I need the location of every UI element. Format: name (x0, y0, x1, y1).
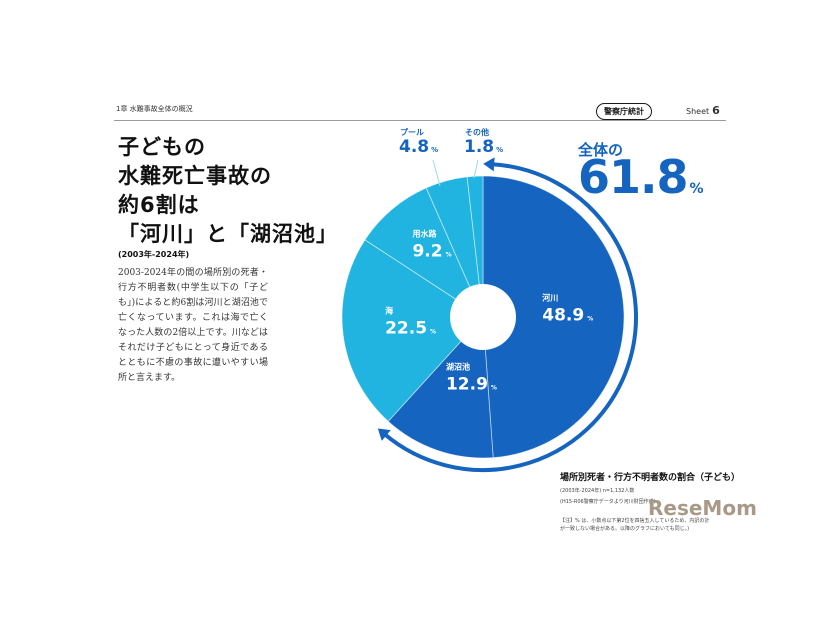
pie-slice-5 (466, 175, 484, 318)
highlight-arrow-head (483, 157, 495, 172)
slice-value-pool-unit: % (431, 146, 439, 154)
slice-value-other: 1.8% (464, 137, 503, 157)
slice-label-3: 用水路 (411, 228, 437, 238)
sheet-text: Sheet (686, 107, 710, 116)
sheet-number: 6 (712, 104, 720, 117)
chapter-label: 1章 水難事故全体の概況 (116, 105, 193, 113)
header-rule (114, 120, 726, 121)
caption-source: (H15-R06警察庁データより河川財団作成) (560, 499, 656, 505)
source-badge: 警察庁統計 (596, 103, 652, 120)
slice-value-0: 48.9% (542, 305, 593, 325)
pie-slice-2 (341, 239, 484, 422)
pie-slice-0 (482, 175, 625, 459)
chart-caption: 場所別死者・行方不明者数の割合（子ども） (2003年-2024年) n=1,1… (560, 470, 740, 533)
slice-label-0: 河川 (542, 292, 558, 302)
caption-period: (2003年-2024年) n=1,132人数 (560, 488, 635, 494)
headline: 子どもの 水難死亡事故の 約6割は 「河川」と「湖沼池」 (118, 135, 338, 246)
slice-label-2: 海 (385, 306, 393, 316)
slice-value-1: 12.9% (446, 375, 497, 395)
leader-line-1 (473, 159, 479, 179)
donut-hole (450, 284, 516, 350)
slice-value-other-number: 1.8 (464, 137, 495, 157)
slice-value-pool: 4.8% (399, 137, 438, 157)
slice-label-pool: プール (400, 128, 424, 137)
caption-note: 【注】% は、小数点以下第2位を四捨五入しているため、内訳の計が一致しない場合が… (560, 518, 710, 532)
slice-label-other: その他 (465, 128, 489, 137)
highlight-arrow-head (377, 428, 391, 441)
pie-slice-1 (387, 316, 494, 459)
total-number: 61.8 (578, 150, 688, 204)
sheet-label: Sheet 6 (686, 104, 720, 117)
slice-value-pool-number: 4.8 (399, 137, 430, 157)
body-text: 2003-2024年の間の場所別の死者・行方不明者数(中学生以下の「子ども」)に… (118, 268, 268, 383)
period-label: (2003年-2024年) (118, 250, 190, 259)
total-value: 61.8% (578, 150, 704, 204)
total-label: 全体の (578, 141, 624, 159)
pie-slice-3 (364, 187, 484, 319)
total-unit: % (689, 181, 704, 197)
highlight-arrow-arc (383, 162, 638, 472)
leader-line-0 (432, 159, 441, 187)
slice-label-1: 湖沼池 (446, 362, 470, 372)
slice-value-3: 9.2% (412, 241, 451, 261)
slice-value-other-unit: % (496, 146, 504, 154)
resemom-logo: ReseMom (648, 496, 757, 520)
slice-value-2: 22.5% (385, 319, 436, 339)
caption-title: 場所別死者・行方不明者数の割合（子ども） (560, 473, 741, 483)
